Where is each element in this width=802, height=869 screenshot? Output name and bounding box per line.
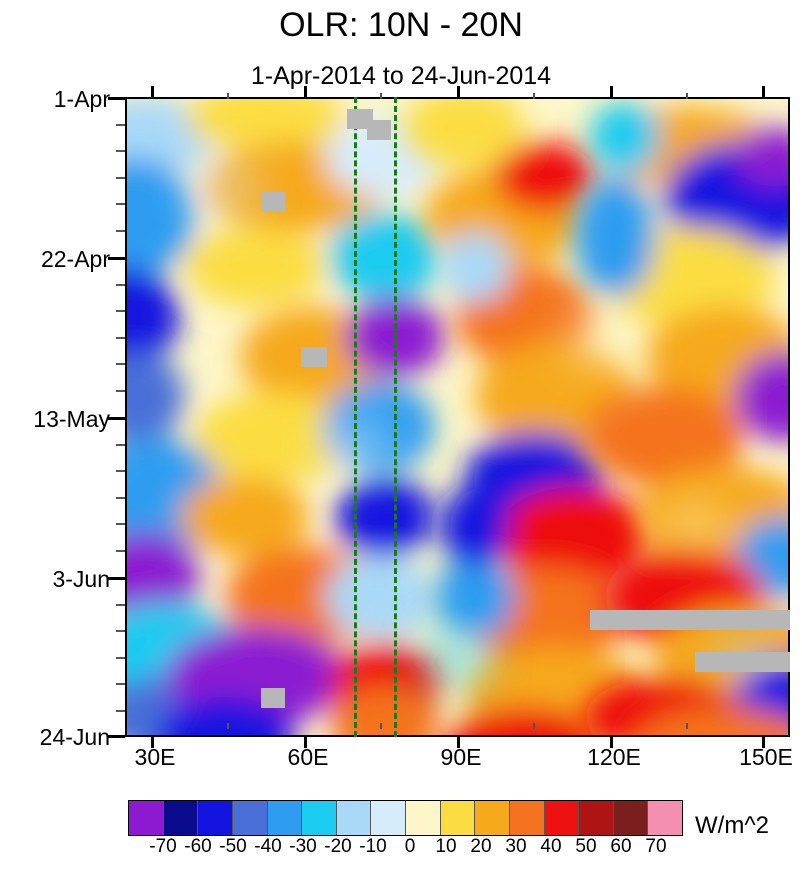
y-axis-minor-tick	[116, 390, 125, 392]
y-axis-minor-tick	[116, 230, 125, 232]
missing-data-patch-band	[695, 652, 790, 672]
colorbar-seg-13	[579, 801, 614, 835]
colorbar-seg-1	[164, 801, 199, 835]
y-axis-minor-tick	[116, 710, 125, 712]
colorbar-seg-15	[648, 801, 682, 835]
colorbar-seg-5	[302, 801, 337, 835]
y-axis-minor-tick	[116, 177, 125, 179]
colorbar-seg-8	[406, 801, 441, 835]
y-axis-minor-tick	[116, 550, 125, 552]
missing-data-patch	[301, 347, 327, 367]
x-axis-minor-tick-bottom	[533, 723, 535, 729]
x-axis-label: 90E	[416, 744, 506, 771]
y-axis-label: 24-Jun	[0, 724, 110, 751]
colorbar-seg-14	[614, 801, 649, 835]
x-axis-label: 30E	[110, 744, 200, 771]
y-axis-major-tick	[108, 417, 125, 420]
colorbar: -70 -60 -50 -40 -30 -20 -10 0 10 20 30 4…	[128, 800, 683, 862]
colorbar-unit-label: W/m^2	[695, 812, 769, 840]
y-axis-minor-tick	[116, 310, 125, 312]
colorbar-seg-0	[129, 801, 164, 835]
x-axis-major-tick-top	[762, 86, 765, 99]
colorbar-seg-3	[233, 801, 268, 835]
x-axis-minor-tick-bottom	[227, 723, 229, 729]
x-axis-major-tick-top	[457, 86, 460, 99]
colorbar-gradient	[128, 800, 683, 836]
colorbar-seg-11	[510, 801, 545, 835]
y-axis-minor-tick	[116, 284, 125, 286]
y-axis-minor-tick	[116, 683, 125, 685]
x-axis-label: 150E	[721, 744, 802, 771]
x-axis-minor-tick-top	[686, 93, 688, 99]
x-axis-minor-tick-top	[227, 93, 229, 99]
missing-data-patch-band	[590, 610, 790, 630]
x-axis-major-tick-top	[610, 86, 613, 99]
x-axis-major-tick-top	[151, 86, 154, 99]
missing-data-patch	[261, 192, 285, 212]
y-axis-minor-tick	[116, 150, 125, 152]
x-axis-minor-tick-top	[533, 93, 535, 99]
y-axis-major-tick	[108, 577, 125, 580]
y-axis-minor-tick	[116, 470, 125, 472]
chart-title: OLR: 10N - 20N	[0, 6, 802, 45]
colorbar-seg-9	[441, 801, 476, 835]
x-axis-minor-tick-bottom	[380, 723, 382, 729]
y-axis-minor-tick	[116, 630, 125, 632]
y-axis-minor-tick	[116, 444, 125, 446]
y-axis-minor-tick	[116, 124, 125, 126]
missing-data-patch	[261, 688, 285, 708]
chart-subtitle: 1-Apr-2014 to 24-Jun-2014	[0, 62, 802, 91]
contour-plot-area	[125, 97, 790, 737]
colorbar-seg-12	[545, 801, 580, 835]
hovmoller-diagram: OLR: 10N - 20N 1-Apr-2014 to 24-Jun-2014	[0, 0, 802, 869]
x-axis-major-tick-top	[304, 86, 307, 99]
y-axis-major-tick	[108, 735, 125, 738]
y-axis-label: 22-Apr	[0, 246, 110, 273]
y-axis-minor-tick	[116, 337, 125, 339]
y-axis-minor-tick	[116, 604, 125, 606]
y-axis-minor-tick	[116, 363, 125, 365]
missing-data-patch	[367, 120, 391, 140]
colorbar-seg-7	[371, 801, 406, 835]
colorbar-seg-4	[268, 801, 303, 835]
y-axis-minor-tick	[116, 523, 125, 525]
y-axis-major-tick	[108, 97, 125, 100]
colorbar-seg-2	[198, 801, 233, 835]
x-axis-minor-tick-bottom	[686, 723, 688, 729]
y-axis-minor-tick	[116, 203, 125, 205]
colorbar-seg-6	[337, 801, 372, 835]
y-axis-label: 3-Jun	[0, 566, 110, 593]
green-dashed-line-1	[354, 97, 357, 737]
colorbar-seg-10	[475, 801, 510, 835]
y-axis-label: 1-Apr	[0, 86, 110, 113]
y-axis-label: 13-May	[0, 406, 110, 433]
x-axis-label: 60E	[263, 744, 353, 771]
y-axis-minor-tick	[116, 657, 125, 659]
x-axis-label: 120E	[569, 744, 659, 771]
colorbar-tick-labels: -70 -60 -50 -40 -30 -20 -10 0 10 20 30 4…	[128, 836, 683, 862]
x-axis-minor-tick-top	[380, 93, 382, 99]
y-axis-minor-tick	[116, 497, 125, 499]
green-dashed-line-2	[394, 97, 397, 737]
y-axis-major-tick	[108, 257, 125, 260]
